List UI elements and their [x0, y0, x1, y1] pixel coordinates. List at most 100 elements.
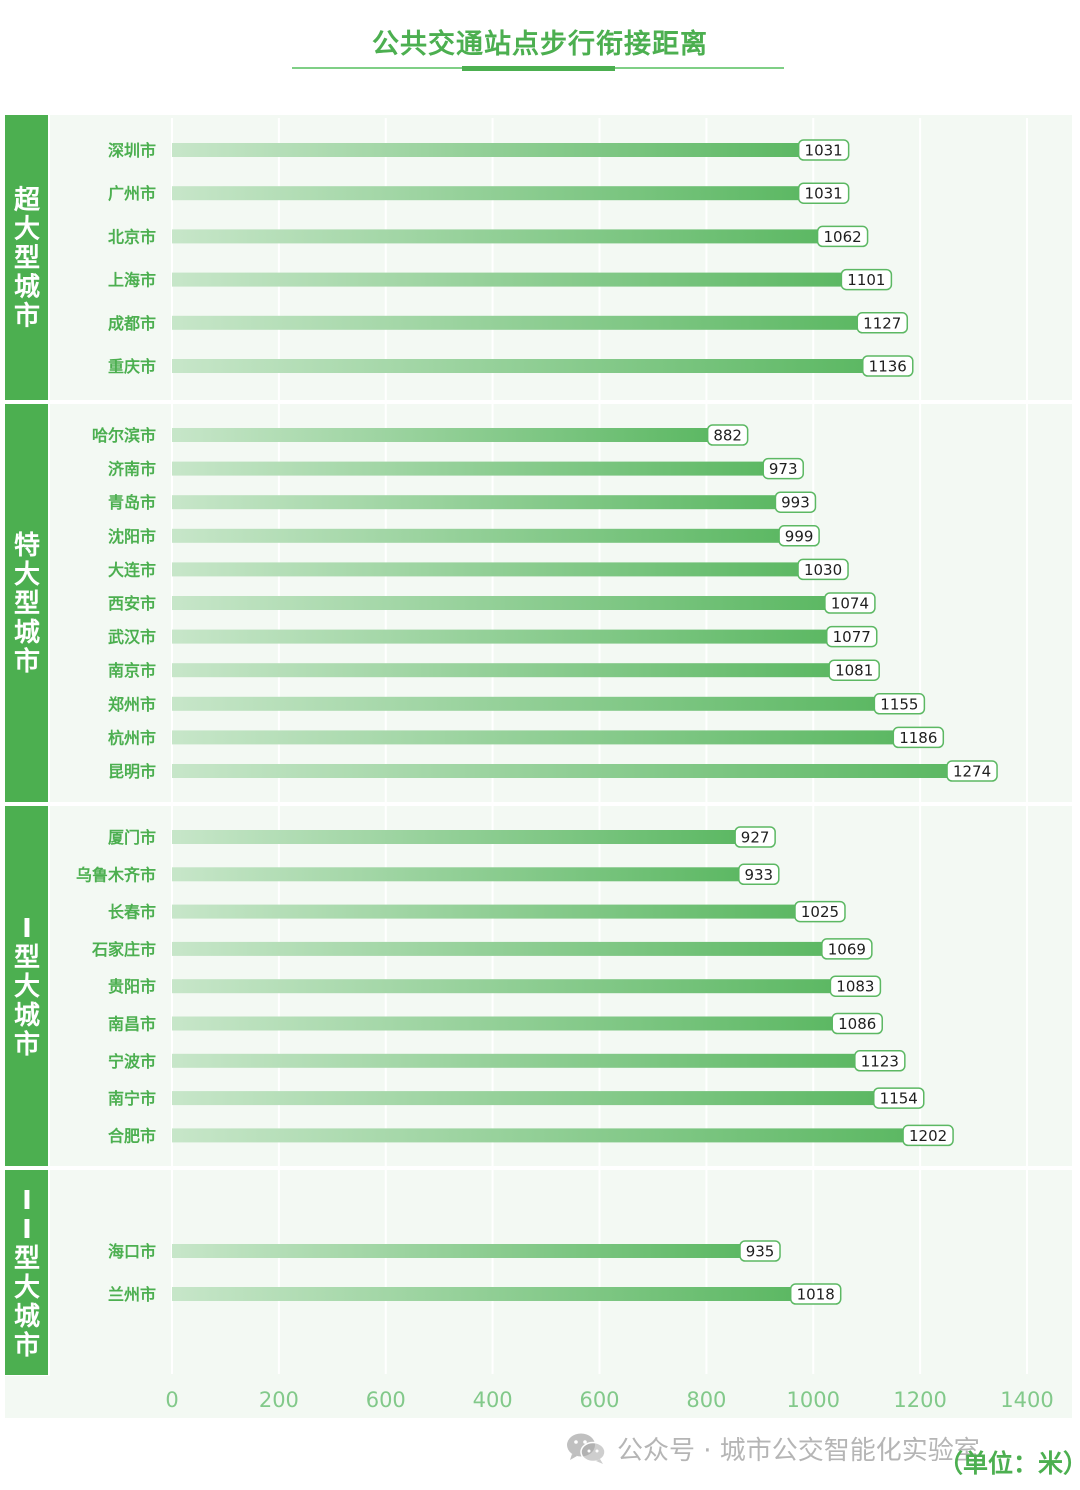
- bar: [172, 272, 845, 287]
- category-label: 南京市: [108, 661, 156, 680]
- category-label: 郑州市: [108, 695, 156, 714]
- value-label: 1127: [863, 314, 901, 332]
- group-label-char: 大: [14, 560, 40, 590]
- value-label: 1077: [833, 628, 871, 646]
- category-label: 济南市: [108, 460, 156, 479]
- category-label: 青岛市: [108, 493, 156, 512]
- group-label-char: 型: [14, 1244, 40, 1274]
- wechat-icon: [567, 1433, 606, 1464]
- bar: [172, 186, 802, 201]
- value-label-box: [794, 900, 846, 923]
- bar: [172, 730, 897, 745]
- value-label: 1069: [828, 940, 866, 958]
- category-label: 杭州市: [108, 728, 156, 747]
- bar: [172, 867, 742, 882]
- group-divider: [50, 400, 1072, 404]
- category-label: 成都市: [108, 314, 156, 333]
- value-label: 1186: [899, 729, 937, 747]
- value-label: 1123: [861, 1052, 899, 1070]
- value-label-box: [774, 491, 817, 513]
- group-label-char: 市: [14, 301, 40, 332]
- x-tick-label: 1400: [1000, 1388, 1053, 1412]
- value-label: 933: [744, 866, 773, 884]
- group-band: [5, 115, 48, 400]
- x-tick-label: 1200: [893, 1388, 946, 1412]
- bar: [172, 629, 830, 644]
- watermark-text: 公众号 · 城市公交智能化实验室: [617, 1435, 980, 1466]
- value-label-box: [902, 1124, 954, 1147]
- group-divider: [50, 802, 1072, 806]
- value-label-box: [706, 424, 749, 446]
- category-label: 西安市: [108, 594, 156, 613]
- value-label-box: [824, 592, 876, 614]
- bar: [172, 904, 798, 919]
- bar: [172, 663, 833, 678]
- bar: [172, 359, 866, 373]
- value-label-box: [856, 312, 909, 334]
- category-label: 武汉市: [108, 628, 156, 647]
- bar: [172, 528, 783, 543]
- value-label: 1081: [835, 662, 873, 680]
- x-tick-label: 0: [165, 1388, 178, 1412]
- bar: [172, 1091, 877, 1106]
- group-label-char: 型: [14, 943, 40, 973]
- bar: [172, 979, 834, 994]
- x-tick-label: 400: [473, 1388, 513, 1412]
- value-label: 1274: [953, 763, 991, 781]
- x-tick-label: 600: [579, 1388, 619, 1412]
- bar: [172, 1053, 858, 1068]
- group-label-char: 型: [14, 244, 40, 274]
- value-label: 1101: [847, 271, 885, 289]
- group-label-char: 大: [14, 215, 40, 245]
- category-label: 北京市: [108, 227, 156, 246]
- category-label: 南宁市: [108, 1089, 156, 1108]
- group-band: [5, 1170, 48, 1375]
- category-label: 沈阳市: [108, 527, 156, 546]
- value-label-box: [825, 625, 878, 648]
- value-label: 1155: [880, 695, 918, 713]
- unit-label: （单位：米）: [938, 1449, 1080, 1478]
- group-label: 超大型城市: [14, 186, 41, 332]
- category-label: 石家庄市: [91, 940, 156, 959]
- category-label: 兰州市: [108, 1285, 156, 1304]
- category-label: 贵阳市: [108, 977, 156, 996]
- x-tick-label: 200: [259, 1388, 299, 1412]
- group-label-char: 大: [14, 1273, 40, 1303]
- group-label: 特大型城市: [14, 530, 40, 677]
- x-tick-label: 600: [366, 1388, 406, 1412]
- category-label: 厦门市: [108, 828, 156, 847]
- group-label-char: 市: [14, 1029, 40, 1060]
- value-label: 882: [713, 427, 742, 445]
- category-label: 南昌市: [108, 1015, 156, 1034]
- category-label: 长春市: [108, 903, 156, 922]
- bar: [172, 1128, 907, 1143]
- bars: 深圳市 1031 广州市 1031 北京市 1062 上海市 1101 成都市 1127 重庆市 11…: [76, 139, 998, 1305]
- category-label: 合肥市: [108, 1126, 156, 1145]
- category-label: 宁波市: [108, 1052, 156, 1071]
- bar: [172, 1287, 794, 1301]
- group-label: I 型大城市: [14, 914, 40, 1060]
- category-label: 大连市: [108, 560, 156, 579]
- category-label: 昆明市: [108, 762, 156, 781]
- value-label: 1025: [801, 903, 839, 921]
- group-label-char: I: [22, 1186, 32, 1216]
- x-tick-label: 1000: [787, 1388, 840, 1412]
- value-label-box: [862, 355, 914, 377]
- bar: [172, 830, 739, 844]
- bar: [172, 143, 802, 157]
- category-label: 哈尔滨市: [92, 426, 156, 445]
- value-label-box: [892, 726, 945, 749]
- value-label: 973: [769, 460, 798, 478]
- value-label: 1083: [836, 978, 874, 996]
- value-label: 1086: [838, 1015, 876, 1033]
- bar: [172, 941, 825, 956]
- x-axis-strip: [5, 1376, 1072, 1418]
- group-label-char: I: [22, 1215, 32, 1245]
- x-axis-ticks: 0 200 600 400 600 800 1000 1200 1400: [165, 1388, 1053, 1412]
- group-divider: [50, 1166, 1072, 1170]
- value-label-box: [789, 1283, 842, 1305]
- bar: [172, 696, 878, 711]
- value-label-box: [797, 182, 850, 204]
- value-label: 1074: [831, 595, 869, 613]
- group-label-char: 市: [14, 646, 40, 677]
